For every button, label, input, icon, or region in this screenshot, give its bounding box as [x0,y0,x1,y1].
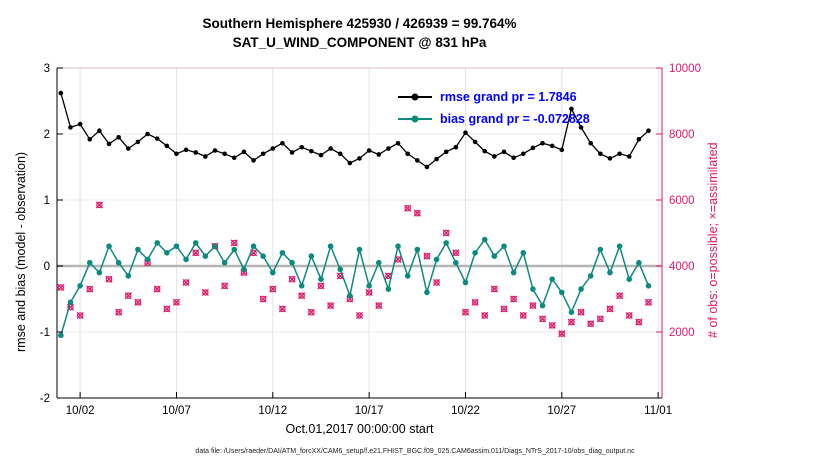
chart-title-line2: SAT_U_WIND_COMPONENT @ 831 hPa [232,35,487,50]
data-file-footnote: data file: /Users/raeder/DAI/ATM_forcXX/… [195,448,635,455]
svg-text:10/12: 10/12 [258,405,287,417]
bias-marker-icon [411,115,419,123]
svg-text:3: 3 [44,63,50,75]
legend-entry-bias: bias grand pr = -0.072828 [398,108,590,130]
rmse-marker-icon [411,93,419,101]
svg-text:0: 0 [44,261,50,273]
svg-text:10/02: 10/02 [66,405,95,417]
bias-line-sample [398,115,432,123]
svg-text:2: 2 [44,129,50,141]
svg-text:-2: -2 [40,393,50,405]
legend-label-rmse: rmse grand pr = 1.7846 [440,90,577,104]
svg-text:6000: 6000 [669,195,695,207]
svg-text:10000: 10000 [669,63,701,75]
svg-text:2000: 2000 [669,327,695,339]
svg-text:10/17: 10/17 [355,405,384,417]
chart-title-line1: Southern Hemisphere 425930 / 426939 = 99… [202,16,517,31]
x-axis-label: Oct.01,2017 00:00:00 start [285,422,434,436]
svg-text:1: 1 [44,195,50,207]
left-y-axis-label: rmse and bias (model - observation) [14,151,28,352]
legend: rmse grand pr = 1.7846 bias grand pr = -… [398,86,590,130]
svg-text:11/01: 11/01 [644,405,672,417]
svg-text:4000: 4000 [669,261,695,273]
svg-text:10/27: 10/27 [547,405,576,417]
right-y-axis-label: # of obs: o=possible; ×=assimilated [706,142,720,338]
legend-entry-rmse: rmse grand pr = 1.7846 [398,86,590,108]
svg-text:8000: 8000 [669,129,695,141]
svg-text:10/22: 10/22 [451,405,480,417]
chart-title: Southern Hemisphere 425930 / 426939 = 99… [57,14,662,52]
legend-label-bias: bias grand pr = -0.072828 [440,112,590,126]
rmse-line-sample [398,93,432,101]
svg-text:10/07: 10/07 [162,405,191,417]
svg-text:-1: -1 [40,327,50,339]
